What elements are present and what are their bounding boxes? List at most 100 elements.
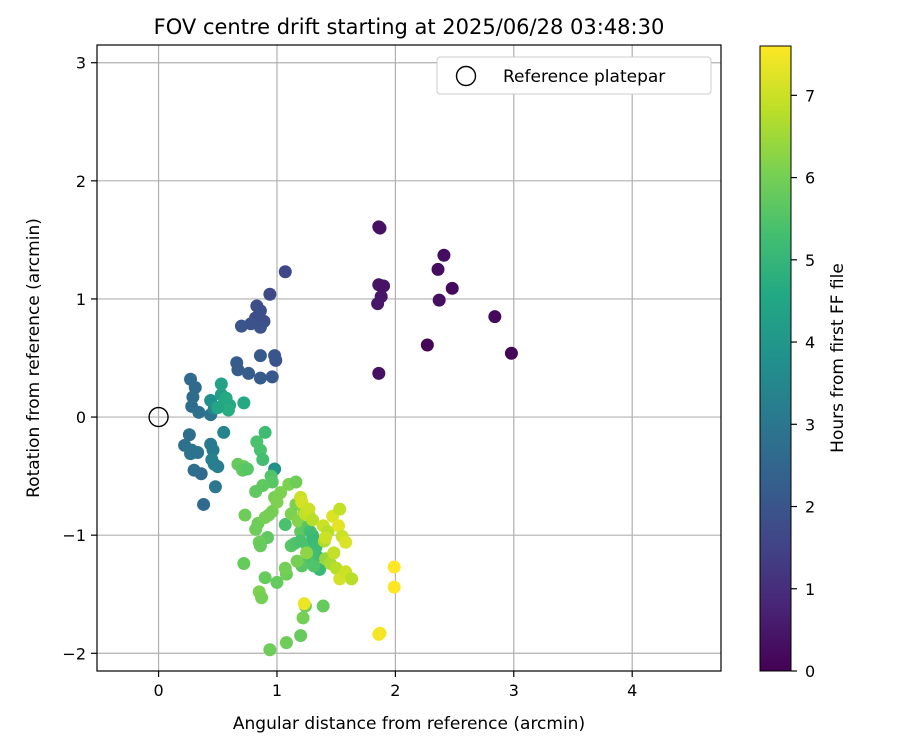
data-point — [182, 428, 196, 442]
colorbar-tick-label: 1 — [805, 580, 815, 599]
colorbar-ticks: 0 1 2 3 4 5 6 7 — [791, 86, 815, 681]
x-tick-label: 0 — [153, 681, 163, 700]
data-point — [327, 546, 341, 560]
data-point — [278, 265, 292, 279]
data-point — [278, 561, 292, 575]
y-axis-ticks: −2 −1 0 1 2 3 — [62, 54, 97, 663]
data-point — [206, 443, 220, 457]
data-point — [253, 349, 267, 363]
x-axis-ticks: 0 1 2 3 4 — [153, 671, 637, 700]
data-point — [431, 262, 445, 276]
y-axis-label: Rotation from reference (arcmin) — [24, 218, 44, 498]
data-point — [186, 390, 200, 404]
data-point — [333, 502, 347, 516]
data-point — [278, 518, 292, 532]
data-point — [290, 554, 304, 568]
data-point — [194, 467, 208, 481]
x-tick-label: 4 — [627, 681, 637, 700]
data-point — [231, 363, 245, 377]
colorbar: 0 1 2 3 4 5 6 7 Hours from first FF file — [759, 45, 848, 681]
data-point — [240, 462, 254, 476]
data-point — [191, 445, 205, 459]
data-point — [294, 629, 308, 643]
data-point — [371, 297, 385, 311]
data-point — [262, 508, 276, 522]
data-point — [263, 287, 277, 301]
data-point — [274, 486, 288, 500]
data-point — [420, 338, 434, 352]
colorbar-tick-label: 7 — [805, 86, 815, 105]
data-point — [208, 480, 222, 494]
data-point — [258, 571, 272, 585]
colorbar-tick-label: 3 — [805, 415, 815, 434]
data-point — [211, 460, 225, 474]
data-point — [373, 221, 387, 235]
data-point — [373, 626, 387, 640]
x-tick-label: 2 — [390, 681, 400, 700]
y-tick-label: −2 — [62, 644, 86, 663]
data-point — [296, 611, 310, 625]
x-axis-label: Angular distance from reference (arcmin) — [233, 714, 585, 734]
data-point — [300, 546, 314, 560]
y-tick-label: 3 — [76, 54, 86, 73]
data-point — [307, 559, 321, 573]
data-point — [302, 502, 316, 516]
data-point — [432, 293, 446, 307]
data-point — [270, 575, 284, 589]
colorbar-tick-label: 6 — [805, 169, 815, 188]
data-point — [253, 539, 267, 553]
data-point — [221, 403, 235, 417]
x-tick-label: 3 — [509, 681, 519, 700]
y-tick-label: 1 — [76, 290, 86, 309]
data-point — [316, 599, 330, 613]
colorbar-tick-label: 5 — [805, 251, 815, 270]
legend-box — [436, 56, 712, 95]
y-tick-label: 0 — [76, 408, 86, 427]
data-point — [504, 346, 518, 360]
data-point — [253, 371, 267, 385]
data-point — [387, 580, 401, 594]
data-point — [219, 391, 233, 405]
data-point — [238, 508, 252, 522]
data-point — [269, 353, 283, 367]
data-point — [256, 453, 270, 467]
data-point — [197, 497, 211, 511]
plot-area — [97, 45, 721, 671]
y-tick-label: 2 — [76, 172, 86, 191]
colorbar-tick-label: 2 — [805, 498, 815, 517]
data-point — [319, 531, 333, 545]
legend-reference-marker — [455, 65, 477, 87]
scatter-points — [178, 220, 518, 657]
legend: Reference platepar — [436, 56, 712, 95]
data-point — [258, 425, 272, 439]
data-point — [192, 405, 206, 419]
reference-platepar-marker — [148, 406, 169, 428]
x-tick-label: 1 — [272, 681, 282, 700]
data-point — [387, 560, 401, 574]
chart-title: FOV centre drift starting at 2025/06/28 … — [154, 15, 665, 39]
data-point — [437, 248, 451, 262]
data-point — [332, 519, 346, 533]
data-point — [265, 370, 279, 384]
data-point — [237, 396, 251, 410]
data-point — [372, 366, 386, 380]
y-tick-label: −1 — [62, 526, 86, 545]
data-point — [339, 535, 353, 549]
data-point — [214, 377, 228, 391]
grid — [97, 45, 721, 671]
colorbar-tick-label: 0 — [805, 662, 815, 681]
colorbar-gradient — [759, 45, 792, 672]
data-point — [249, 522, 263, 536]
data-point — [249, 484, 263, 498]
colorbar-label: Hours from first FF file — [828, 263, 848, 453]
plot-frame — [96, 44, 722, 672]
data-point — [377, 279, 391, 293]
data-point — [237, 557, 251, 571]
data-point — [242, 366, 256, 380]
data-point — [305, 513, 319, 527]
legend-reference-label: Reference platepar — [503, 67, 665, 87]
data-point — [488, 310, 502, 324]
data-point — [297, 597, 311, 611]
data-point — [279, 636, 293, 650]
data-point — [234, 319, 248, 333]
